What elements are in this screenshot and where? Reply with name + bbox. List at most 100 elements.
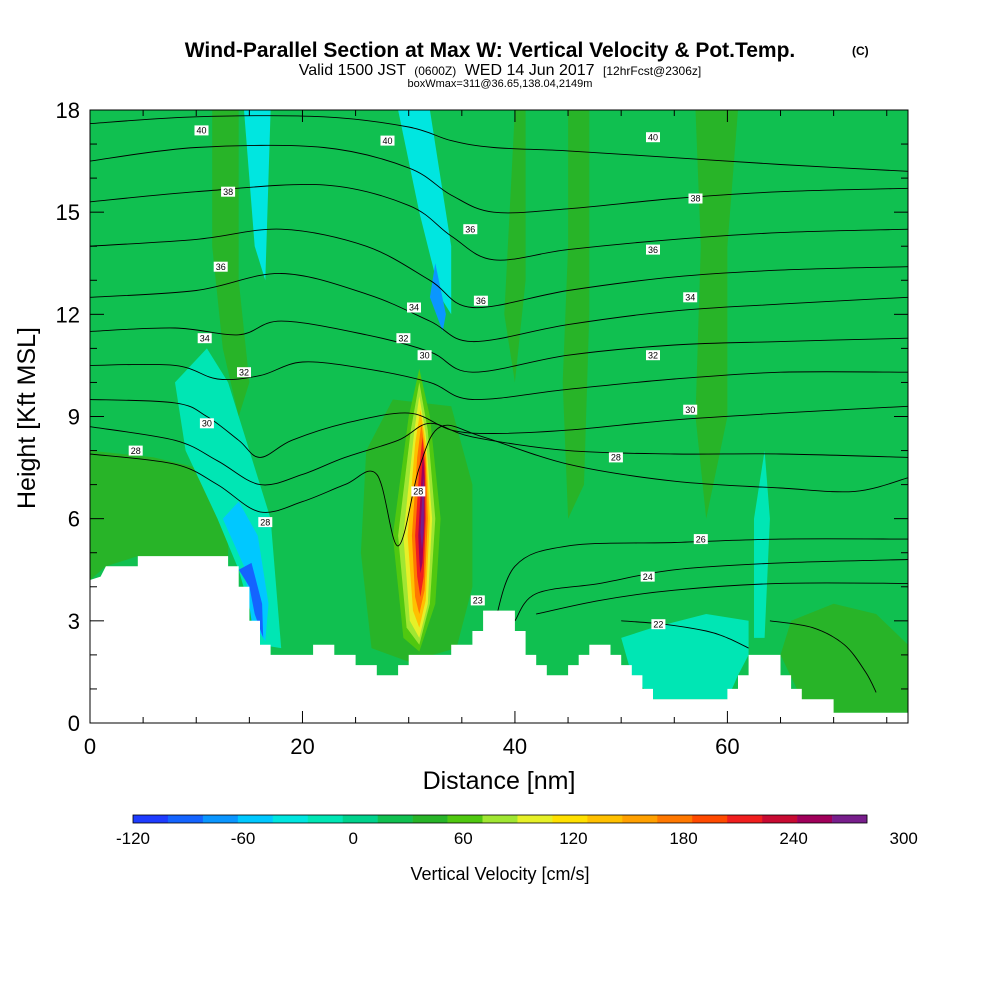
contour-label-1: 40 bbox=[380, 135, 395, 146]
contour-label-22: 26 bbox=[693, 534, 708, 545]
contour-label-7: 36 bbox=[646, 244, 660, 255]
isentrope-36 bbox=[90, 183, 908, 261]
contour-label-box bbox=[473, 295, 488, 306]
contour-label-text: 22 bbox=[653, 619, 663, 629]
isentrope-33 bbox=[90, 320, 908, 373]
contour-label-text: 32 bbox=[239, 367, 249, 377]
colorbar-tick-label: 120 bbox=[559, 829, 587, 848]
contour-label-13: 32 bbox=[237, 367, 251, 377]
isentrope-22 bbox=[621, 620, 749, 649]
colorbar-tick-label: 60 bbox=[454, 829, 473, 848]
contour-label-25: 22 bbox=[651, 619, 666, 629]
isentrope-32 bbox=[90, 361, 908, 401]
y-tick-label: 18 bbox=[56, 98, 80, 123]
contour-label-box bbox=[128, 445, 143, 456]
contour-label-text: 24 bbox=[643, 572, 653, 582]
contour-label-box bbox=[683, 404, 698, 415]
contour-label-15: 30 bbox=[417, 350, 432, 361]
contour-label-text: 34 bbox=[409, 303, 419, 313]
contour-label-box bbox=[646, 244, 660, 255]
colorbar-swatch bbox=[237, 815, 274, 823]
isentrope-23 bbox=[769, 620, 877, 693]
forecast-info: [12hrFcst@2306z] bbox=[603, 64, 701, 78]
contour-label-11: 34 bbox=[197, 333, 212, 344]
contour-label-12: 32 bbox=[396, 333, 411, 344]
colorbar-swatch bbox=[657, 815, 693, 823]
y-tick-label: 0 bbox=[68, 711, 80, 736]
colorbar-swatch bbox=[272, 815, 309, 823]
contour-label-box bbox=[608, 452, 623, 463]
contour-label-box bbox=[417, 350, 432, 361]
velocity-region-13 bbox=[621, 614, 749, 700]
contour-label-text: 36 bbox=[216, 262, 226, 272]
colorbar-swatch bbox=[622, 815, 658, 823]
contour-label-box bbox=[258, 517, 273, 528]
y-tick-label: 15 bbox=[56, 200, 80, 225]
copyright-mark: (C) bbox=[852, 44, 869, 58]
contour-label-box bbox=[194, 125, 209, 136]
box-info: boxWmax=311@36.65,138.04,2149m bbox=[408, 78, 593, 90]
colorbar-swatch bbox=[482, 815, 518, 823]
valid-prefix: Valid 1500 JST bbox=[299, 62, 407, 79]
terrain-mask bbox=[90, 556, 908, 723]
colorbar-swatch bbox=[517, 815, 553, 823]
contour-label-box bbox=[407, 302, 421, 313]
contour-label-text: 28 bbox=[260, 517, 270, 527]
isentrope-25 bbox=[514, 559, 908, 622]
colorbar-swatch bbox=[447, 815, 483, 823]
contour-labels: 40 40 40 38 38 36 36 36 36 34 34 34 32 32 32 30 30 30 28 28… bbox=[128, 125, 708, 629]
isentrope-34 bbox=[90, 273, 908, 343]
contour-label-text: 28 bbox=[413, 487, 423, 497]
velocity-region-9 bbox=[238, 562, 264, 638]
colorbar-tick-label: 0 bbox=[348, 829, 357, 848]
isentrope-29 bbox=[90, 422, 908, 486]
colorbar-swatch bbox=[342, 815, 378, 823]
contour-label-6: 36 bbox=[463, 224, 478, 235]
colorbar-swatch bbox=[377, 815, 413, 823]
colorbar-swatch bbox=[552, 815, 588, 823]
contour-label-21: 28 bbox=[258, 517, 273, 528]
contour-label-box bbox=[411, 486, 426, 497]
contour-label-text: 32 bbox=[648, 350, 658, 360]
colorbar-tick-label: 240 bbox=[779, 829, 807, 848]
x-tick-label: 0 bbox=[84, 734, 96, 759]
contour-label-text: 26 bbox=[696, 534, 706, 544]
colorbar-label: Vertical Velocity [cm/s] bbox=[410, 864, 589, 884]
contour-label-text: 40 bbox=[648, 132, 658, 142]
contour-label-box bbox=[463, 224, 478, 235]
contour-label-text: 32 bbox=[398, 333, 408, 343]
contour-label-14: 32 bbox=[646, 350, 660, 360]
valid-time-line: Valid 1500 JST (0600Z) WED 14 Jun 2017 [… bbox=[299, 62, 702, 79]
contour-label-box bbox=[396, 333, 411, 344]
colorbar-tick-label: 300 bbox=[890, 829, 918, 848]
colorbar-swatch bbox=[133, 815, 169, 823]
chart-title: Wind-Parallel Section at Max W: Vertical… bbox=[185, 39, 796, 62]
contour-label-9: 34 bbox=[683, 292, 698, 303]
contour-label-text: 30 bbox=[420, 350, 430, 360]
velocity-region-11 bbox=[398, 110, 452, 315]
colorbar-tick-label: -120 bbox=[116, 829, 150, 848]
contour-label-box bbox=[693, 534, 708, 545]
contour-label-box bbox=[197, 333, 212, 344]
contour-label-box bbox=[646, 350, 660, 361]
contour-label-0: 40 bbox=[194, 125, 209, 136]
contour-label-19: 28 bbox=[608, 452, 623, 463]
velocity-region-2 bbox=[562, 110, 590, 519]
colorbar: -120 -60 0 60 120 180 240 300 bbox=[116, 814, 918, 848]
colorbar-swatch bbox=[797, 815, 833, 823]
colorbar-swatch bbox=[727, 815, 763, 823]
contour-label-10: 34 bbox=[407, 302, 421, 313]
contour-label-text: 30 bbox=[202, 419, 212, 429]
colorbar-tick-label: 180 bbox=[669, 829, 697, 848]
isentrope-24 bbox=[536, 582, 908, 615]
colorbar-swatch bbox=[307, 815, 344, 823]
contour-label-23: 24 bbox=[640, 571, 655, 582]
contour-label-18: 28 bbox=[128, 445, 143, 456]
contour-label-box bbox=[380, 135, 395, 146]
contour-label-17: 30 bbox=[683, 404, 698, 415]
x-tick-label: 60 bbox=[715, 734, 739, 759]
isentrope-35 bbox=[90, 228, 908, 309]
contour-label-box bbox=[470, 595, 485, 606]
contour-label-text: 36 bbox=[476, 296, 486, 306]
